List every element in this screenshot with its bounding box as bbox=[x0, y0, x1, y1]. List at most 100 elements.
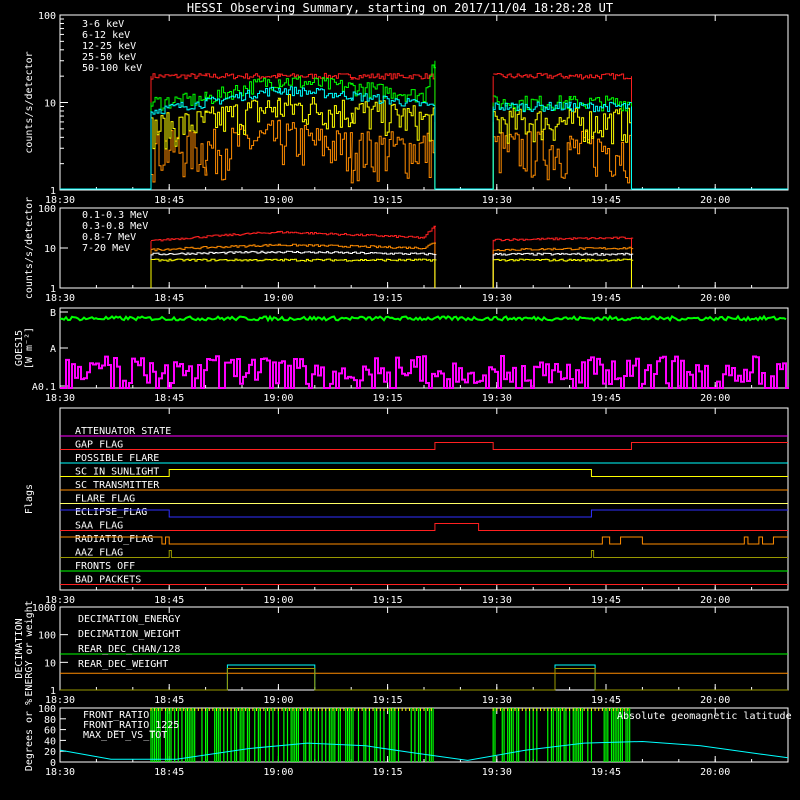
flags-xtick-label: 18:30 bbox=[45, 595, 75, 606]
flags-xtick-label: 20:00 bbox=[700, 595, 730, 606]
goes-xtick-label: 19:15 bbox=[373, 393, 403, 404]
low-energy-xtick-label: 19:15 bbox=[373, 195, 403, 206]
plot-title: HESSI Observing Summary, starting on 201… bbox=[187, 1, 613, 15]
low-energy-series-line bbox=[493, 101, 632, 113]
low-energy-xtick-label: 18:30 bbox=[45, 195, 75, 206]
ratios-ytick-label: 20 bbox=[44, 747, 56, 758]
decimation-xtick-label: 20:00 bbox=[700, 695, 730, 706]
low-energy-legend-entry: 25-50 keV bbox=[82, 52, 136, 63]
decimation-xtick-label: 18:45 bbox=[154, 695, 184, 706]
flags-legend-entry: SC_TRANSMITTER bbox=[75, 480, 160, 491]
high-energy-ylabel: counts/s/detector bbox=[24, 197, 35, 299]
low-energy-ytick-label: 100 bbox=[38, 11, 56, 22]
flags-legend-entry: SAA_FLAG bbox=[75, 521, 123, 532]
low-energy-xtick-label: 19:30 bbox=[482, 195, 512, 206]
ratios-xtick-label: 19:45 bbox=[591, 767, 621, 778]
flags-xtick-label: 18:45 bbox=[154, 595, 184, 606]
decimation-xtick-label: 18:30 bbox=[45, 695, 75, 706]
goes-xtick-label: 19:30 bbox=[482, 393, 512, 404]
flags-legend-entry: FRONTS_OFF bbox=[75, 561, 135, 572]
high-energy-series-line bbox=[493, 252, 634, 256]
goes-ylabel: GOES15 bbox=[14, 330, 25, 366]
high-energy-xtick-label: 19:15 bbox=[373, 293, 403, 304]
ratios-xtick-label: 19:15 bbox=[373, 767, 403, 778]
ratios-xtick-label: 18:45 bbox=[154, 767, 184, 778]
high-energy-xtick-label: 18:45 bbox=[154, 293, 184, 304]
goes-xtick-label: 19:00 bbox=[263, 393, 293, 404]
decimation-xtick-label: 19:00 bbox=[263, 695, 293, 706]
flags-series-line bbox=[60, 469, 788, 477]
ratios-latitude-line bbox=[59, 740, 789, 761]
flags-series-line bbox=[60, 523, 788, 531]
ratios-xtick-label: 19:30 bbox=[482, 767, 512, 778]
ratios-legend-entry: FRONT_RATIO_1225 bbox=[83, 720, 179, 731]
flags-legend-entry: SC_IN_SUNLIGHT bbox=[75, 467, 159, 478]
flags-legend-entry: ECLIPSE_FLAG bbox=[75, 507, 147, 518]
ratios-xtick-label: 20:00 bbox=[700, 767, 730, 778]
goes-ytick-label: B bbox=[50, 308, 56, 319]
high-energy-series-line bbox=[493, 236, 634, 242]
high-energy-series-line bbox=[151, 250, 437, 256]
high-energy-xtick-label: 19:00 bbox=[263, 293, 293, 304]
low-energy-ytick-label: 1 bbox=[50, 186, 56, 197]
flags-series-line bbox=[60, 550, 788, 558]
decimation-legend-entry: DECIMATION_ENERGY bbox=[78, 614, 180, 625]
decimation-ylabel: DECIMATION bbox=[14, 618, 25, 678]
high-energy-legend-entry: 7-20 MeV bbox=[82, 243, 130, 254]
high-energy-xtick-label: 19:45 bbox=[591, 293, 621, 304]
flags-xtick-label: 19:15 bbox=[373, 595, 403, 606]
high-energy-xtick-label: 18:30 bbox=[45, 293, 75, 304]
goes-xtick-label: 20:00 bbox=[700, 393, 730, 404]
decimation-series-line bbox=[60, 668, 788, 691]
flags-series-line bbox=[60, 442, 788, 450]
ratios-xtick-label: 19:00 bbox=[263, 767, 293, 778]
ratios-legend-entry: Absolute geomagnetic latitude bbox=[617, 711, 792, 722]
flags-legend-entry: RADIATIO_FLAG bbox=[75, 534, 153, 545]
goes-xtick-label: 18:30 bbox=[45, 393, 75, 404]
goes-ylabel: [W m⁻²] bbox=[24, 327, 35, 369]
high-energy-legend-entry: 0.1-0.3 MeV bbox=[82, 210, 148, 221]
decimation-ytick-label: 1000 bbox=[32, 603, 56, 614]
flags-xtick-label: 19:30 bbox=[482, 595, 512, 606]
low-energy-legend-entry: 3-6 keV bbox=[82, 19, 124, 30]
ratios-ytick-label: 40 bbox=[44, 736, 56, 747]
flags-legend-entry: GAP_FLAG bbox=[75, 440, 123, 451]
flags-series-line bbox=[60, 509, 788, 518]
ratios-ytick-label: 100 bbox=[38, 704, 56, 715]
high-energy-legend-entry: 0.3-0.8 MeV bbox=[82, 221, 148, 232]
goes-xtick-label: 18:45 bbox=[154, 393, 184, 404]
low-energy-series-line bbox=[493, 107, 632, 145]
low-energy-ytick-label: 10 bbox=[44, 99, 56, 110]
low-energy-xtick-label: 19:45 bbox=[591, 195, 621, 206]
decimation-legend-entry: REAR_DEC_WEIGHT bbox=[78, 659, 168, 670]
high-energy-series-line bbox=[151, 242, 436, 252]
ratios-legend-entry: FRONT_RATIO bbox=[83, 710, 149, 721]
high-energy-series-line bbox=[151, 258, 437, 262]
decimation-xtick-label: 19:30 bbox=[482, 695, 512, 706]
low-energy-series-line bbox=[493, 72, 632, 80]
flags-legend-entry: POSSIBLE_FLARE bbox=[75, 453, 159, 464]
high-energy-xtick-label: 20:00 bbox=[700, 293, 730, 304]
high-energy-series-line bbox=[493, 258, 634, 262]
flags-ylabel: Flags bbox=[24, 484, 35, 514]
low-energy-series-line bbox=[151, 119, 436, 184]
decimation-xtick-label: 19:45 bbox=[591, 695, 621, 706]
low-energy-series-line bbox=[151, 64, 436, 111]
flags-series-line bbox=[60, 536, 788, 545]
low-energy-xtick-label: 20:00 bbox=[700, 195, 730, 206]
decimation-legend-entry: DECIMATION_WEIGHT bbox=[78, 629, 180, 640]
ratios-ytick-label: 80 bbox=[44, 715, 56, 726]
flags-legend-entry: AAZ_FLAG bbox=[75, 548, 123, 559]
low-energy-legend-entry: 6-12 keV bbox=[82, 30, 130, 41]
ratios-ytick-label: 60 bbox=[44, 726, 56, 737]
high-energy-ytick-label: 1 bbox=[50, 284, 56, 295]
high-energy-ytick-label: 100 bbox=[38, 204, 56, 215]
low-energy-series-line bbox=[151, 86, 436, 115]
low-energy-legend-entry: 50-100 keV bbox=[82, 63, 142, 74]
ratios-ylabel: Degrees or % bbox=[24, 699, 35, 771]
low-energy-legend-entry: 12-25 keV bbox=[82, 41, 136, 52]
flags-xtick-label: 19:00 bbox=[263, 595, 293, 606]
ratios-xtick-label: 18:30 bbox=[45, 767, 75, 778]
decimation-legend-entry: REAR_DEC_CHAN/128 bbox=[78, 644, 180, 655]
